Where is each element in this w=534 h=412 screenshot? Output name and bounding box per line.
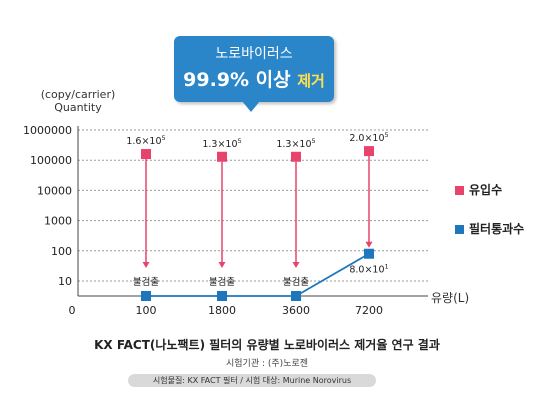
y-axis-label: (copy/carrier) Quantity [28,88,128,114]
filtered-series-line [146,252,370,297]
callout-line1: 노로바이러스 [215,46,293,62]
filtered-point [364,248,374,259]
y-tick-label: 10 [58,275,72,288]
chart-grid [78,129,428,282]
y-tick-label: 10000 [37,184,72,197]
filtered-data-label: 불검출 [209,276,235,288]
filtered-data-label: 불검출 [133,276,159,288]
figure-caption: KX FACT(나노팩트) 필터의 유량별 노로바이러스 제거율 연구 결과 [94,338,440,352]
filtered-point [217,291,227,301]
legend-item-filtered: 필터통과수 [455,220,524,237]
x-axis-label: 유량(L) [431,291,470,305]
callout-value: 99.9% 이상 [183,69,291,91]
x-tick-label: 7200 [355,304,383,317]
inflow-data-label: 1.6×105 [126,134,165,147]
y-tick-label: 1000000 [23,124,72,137]
reduction-arrowhead [292,262,300,268]
y-tick-label: 100000 [30,154,72,167]
inflow-point [217,151,227,162]
filtered-data-label: 불검출 [283,276,309,288]
inflow-data-label: 1.3×105 [276,137,315,150]
legend-swatch-inflow [455,186,464,195]
x-tick-label: 0 [69,304,76,317]
legend-item-inflow: 유입수 [455,181,502,198]
inflow-data-label: 2.0×105 [349,131,388,144]
legend-swatch-filtered [455,225,464,234]
reduction-arrowhead [142,262,150,268]
callout-accent: 제거 [297,72,325,90]
x-tick-label: 100 [136,304,157,317]
inflow-point [364,146,374,157]
inflow-point [291,151,301,162]
y-tick-label: 1000 [44,215,72,228]
chart-marks: 1.6×105 1.3×105 1.3×105 2.0×105 불검출 불검출 불검출 8.0… [126,131,389,301]
test-material-note: 시험물질: KX FACT 필터 / 시험 대상: Murine Norovir… [128,374,376,387]
callout-line2: 99.9% 이상 제거 [174,65,334,92]
inflow-data-label: 1.3×105 [202,137,241,150]
y-axis-title: Quantity [54,101,102,114]
reduction-arrowhead [218,262,226,268]
reduction-callout: 노로바이러스 99.9% 이상 제거 [174,36,334,112]
legend-label-filtered: 필터통과수 [469,222,525,236]
y-tick-label: 100 [51,245,72,258]
inflow-point [141,149,151,160]
test-agency: 시험기관 : (주)노로젠 [225,359,309,369]
reduction-arrowhead [365,241,373,248]
x-tick-label: 3600 [282,304,310,317]
x-tick-label: 1800 [208,304,236,317]
filtered-point [141,291,151,301]
filtered-point [291,291,301,301]
filtered-data-label: 8.0×101 [349,263,388,276]
legend-label-inflow: 유입수 [469,183,503,197]
y-axis-unit: (copy/carrier) [40,88,116,101]
